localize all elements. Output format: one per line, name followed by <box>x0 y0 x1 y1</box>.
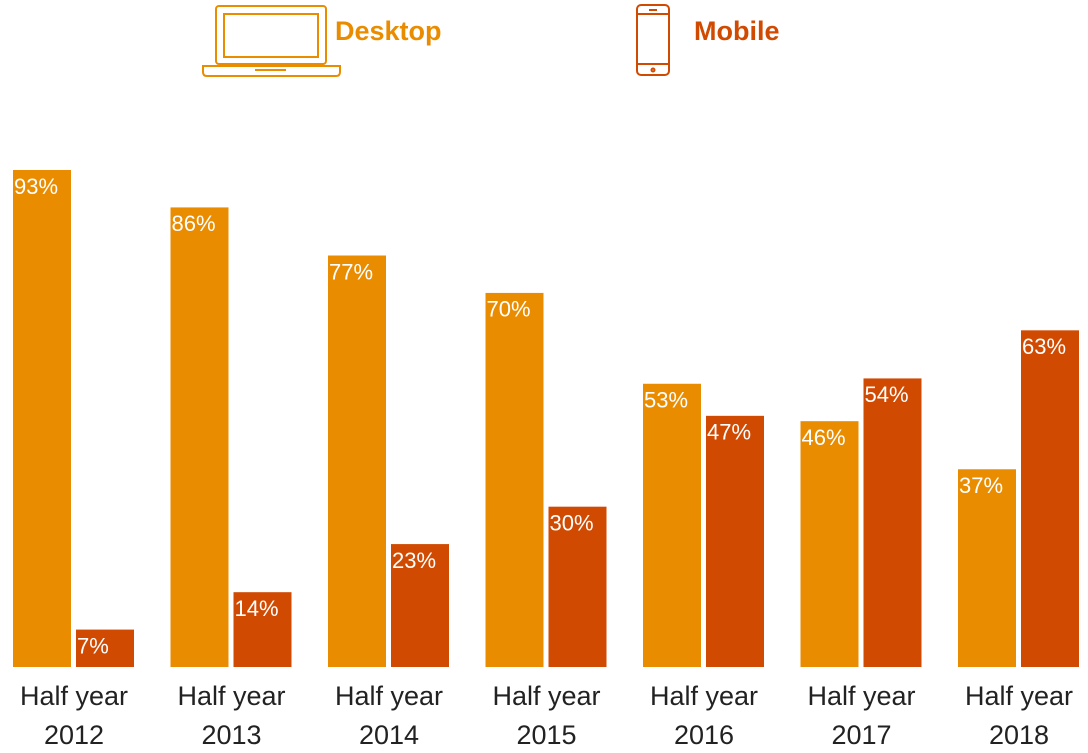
value-label: 47% <box>707 420 751 445</box>
value-label: 54% <box>865 382 909 407</box>
bar <box>548 506 607 667</box>
value-label: 93% <box>14 174 58 199</box>
bar <box>76 629 134 667</box>
legend-desktop-icon <box>202 5 341 77</box>
bar <box>391 544 449 667</box>
bar <box>643 383 701 667</box>
x-tick-label: Half year 2013 <box>177 681 285 750</box>
value-label: 7% <box>77 633 109 658</box>
value-label: 37% <box>959 473 1003 498</box>
value-label: 63% <box>1022 334 1066 359</box>
value-label: 30% <box>550 510 594 535</box>
bar <box>706 415 764 667</box>
bar <box>328 255 386 667</box>
value-label: 23% <box>392 548 436 573</box>
x-tick-label: Half year 2012 <box>20 681 128 750</box>
value-label: 46% <box>802 425 846 450</box>
value-label: 86% <box>172 211 216 236</box>
bar <box>170 207 229 667</box>
legend-label: Desktop <box>335 16 442 46</box>
value-label: 77% <box>329 259 373 284</box>
x-tick-label: Half year 2016 <box>650 681 758 750</box>
bar <box>13 170 71 667</box>
bar <box>1021 330 1079 667</box>
bar <box>958 469 1016 667</box>
legend-label: Mobile <box>694 16 780 46</box>
bar <box>800 421 859 667</box>
legend-mobile-icon <box>636 4 670 76</box>
x-tick-label: Half year 2017 <box>807 681 915 750</box>
bar <box>233 592 292 667</box>
x-tick-label: Half year 2014 <box>335 681 443 750</box>
x-tick-label: Half year 2018 <box>965 681 1073 750</box>
bar <box>863 378 922 667</box>
bar <box>485 292 544 667</box>
value-label: 14% <box>235 596 279 621</box>
x-tick-label: Half year 2015 <box>492 681 600 750</box>
value-label: 70% <box>487 297 531 322</box>
value-label: 53% <box>644 388 688 413</box>
